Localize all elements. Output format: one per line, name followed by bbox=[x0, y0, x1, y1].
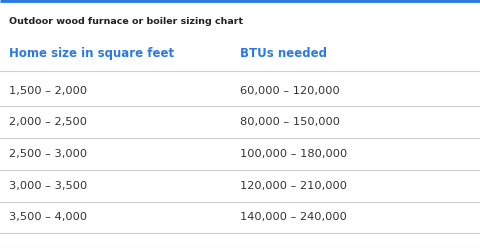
Text: 140,000 – 240,000: 140,000 – 240,000 bbox=[240, 213, 347, 222]
Text: Home size in square feet: Home size in square feet bbox=[9, 47, 174, 60]
Text: Outdoor wood furnace or boiler sizing chart: Outdoor wood furnace or boiler sizing ch… bbox=[9, 17, 243, 26]
Text: BTUs needed: BTUs needed bbox=[240, 47, 327, 60]
Text: 100,000 – 180,000: 100,000 – 180,000 bbox=[240, 149, 347, 159]
Text: 2,500 – 3,000: 2,500 – 3,000 bbox=[9, 149, 87, 159]
Text: 3,500 – 4,000: 3,500 – 4,000 bbox=[9, 213, 87, 222]
Text: 60,000 – 120,000: 60,000 – 120,000 bbox=[240, 86, 340, 95]
Text: 1,500 – 2,000: 1,500 – 2,000 bbox=[9, 86, 87, 95]
Text: 80,000 – 150,000: 80,000 – 150,000 bbox=[240, 117, 340, 127]
Text: 2,000 – 2,500: 2,000 – 2,500 bbox=[9, 117, 86, 127]
Text: 120,000 – 210,000: 120,000 – 210,000 bbox=[240, 181, 347, 191]
Text: 3,000 – 3,500: 3,000 – 3,500 bbox=[9, 181, 87, 191]
